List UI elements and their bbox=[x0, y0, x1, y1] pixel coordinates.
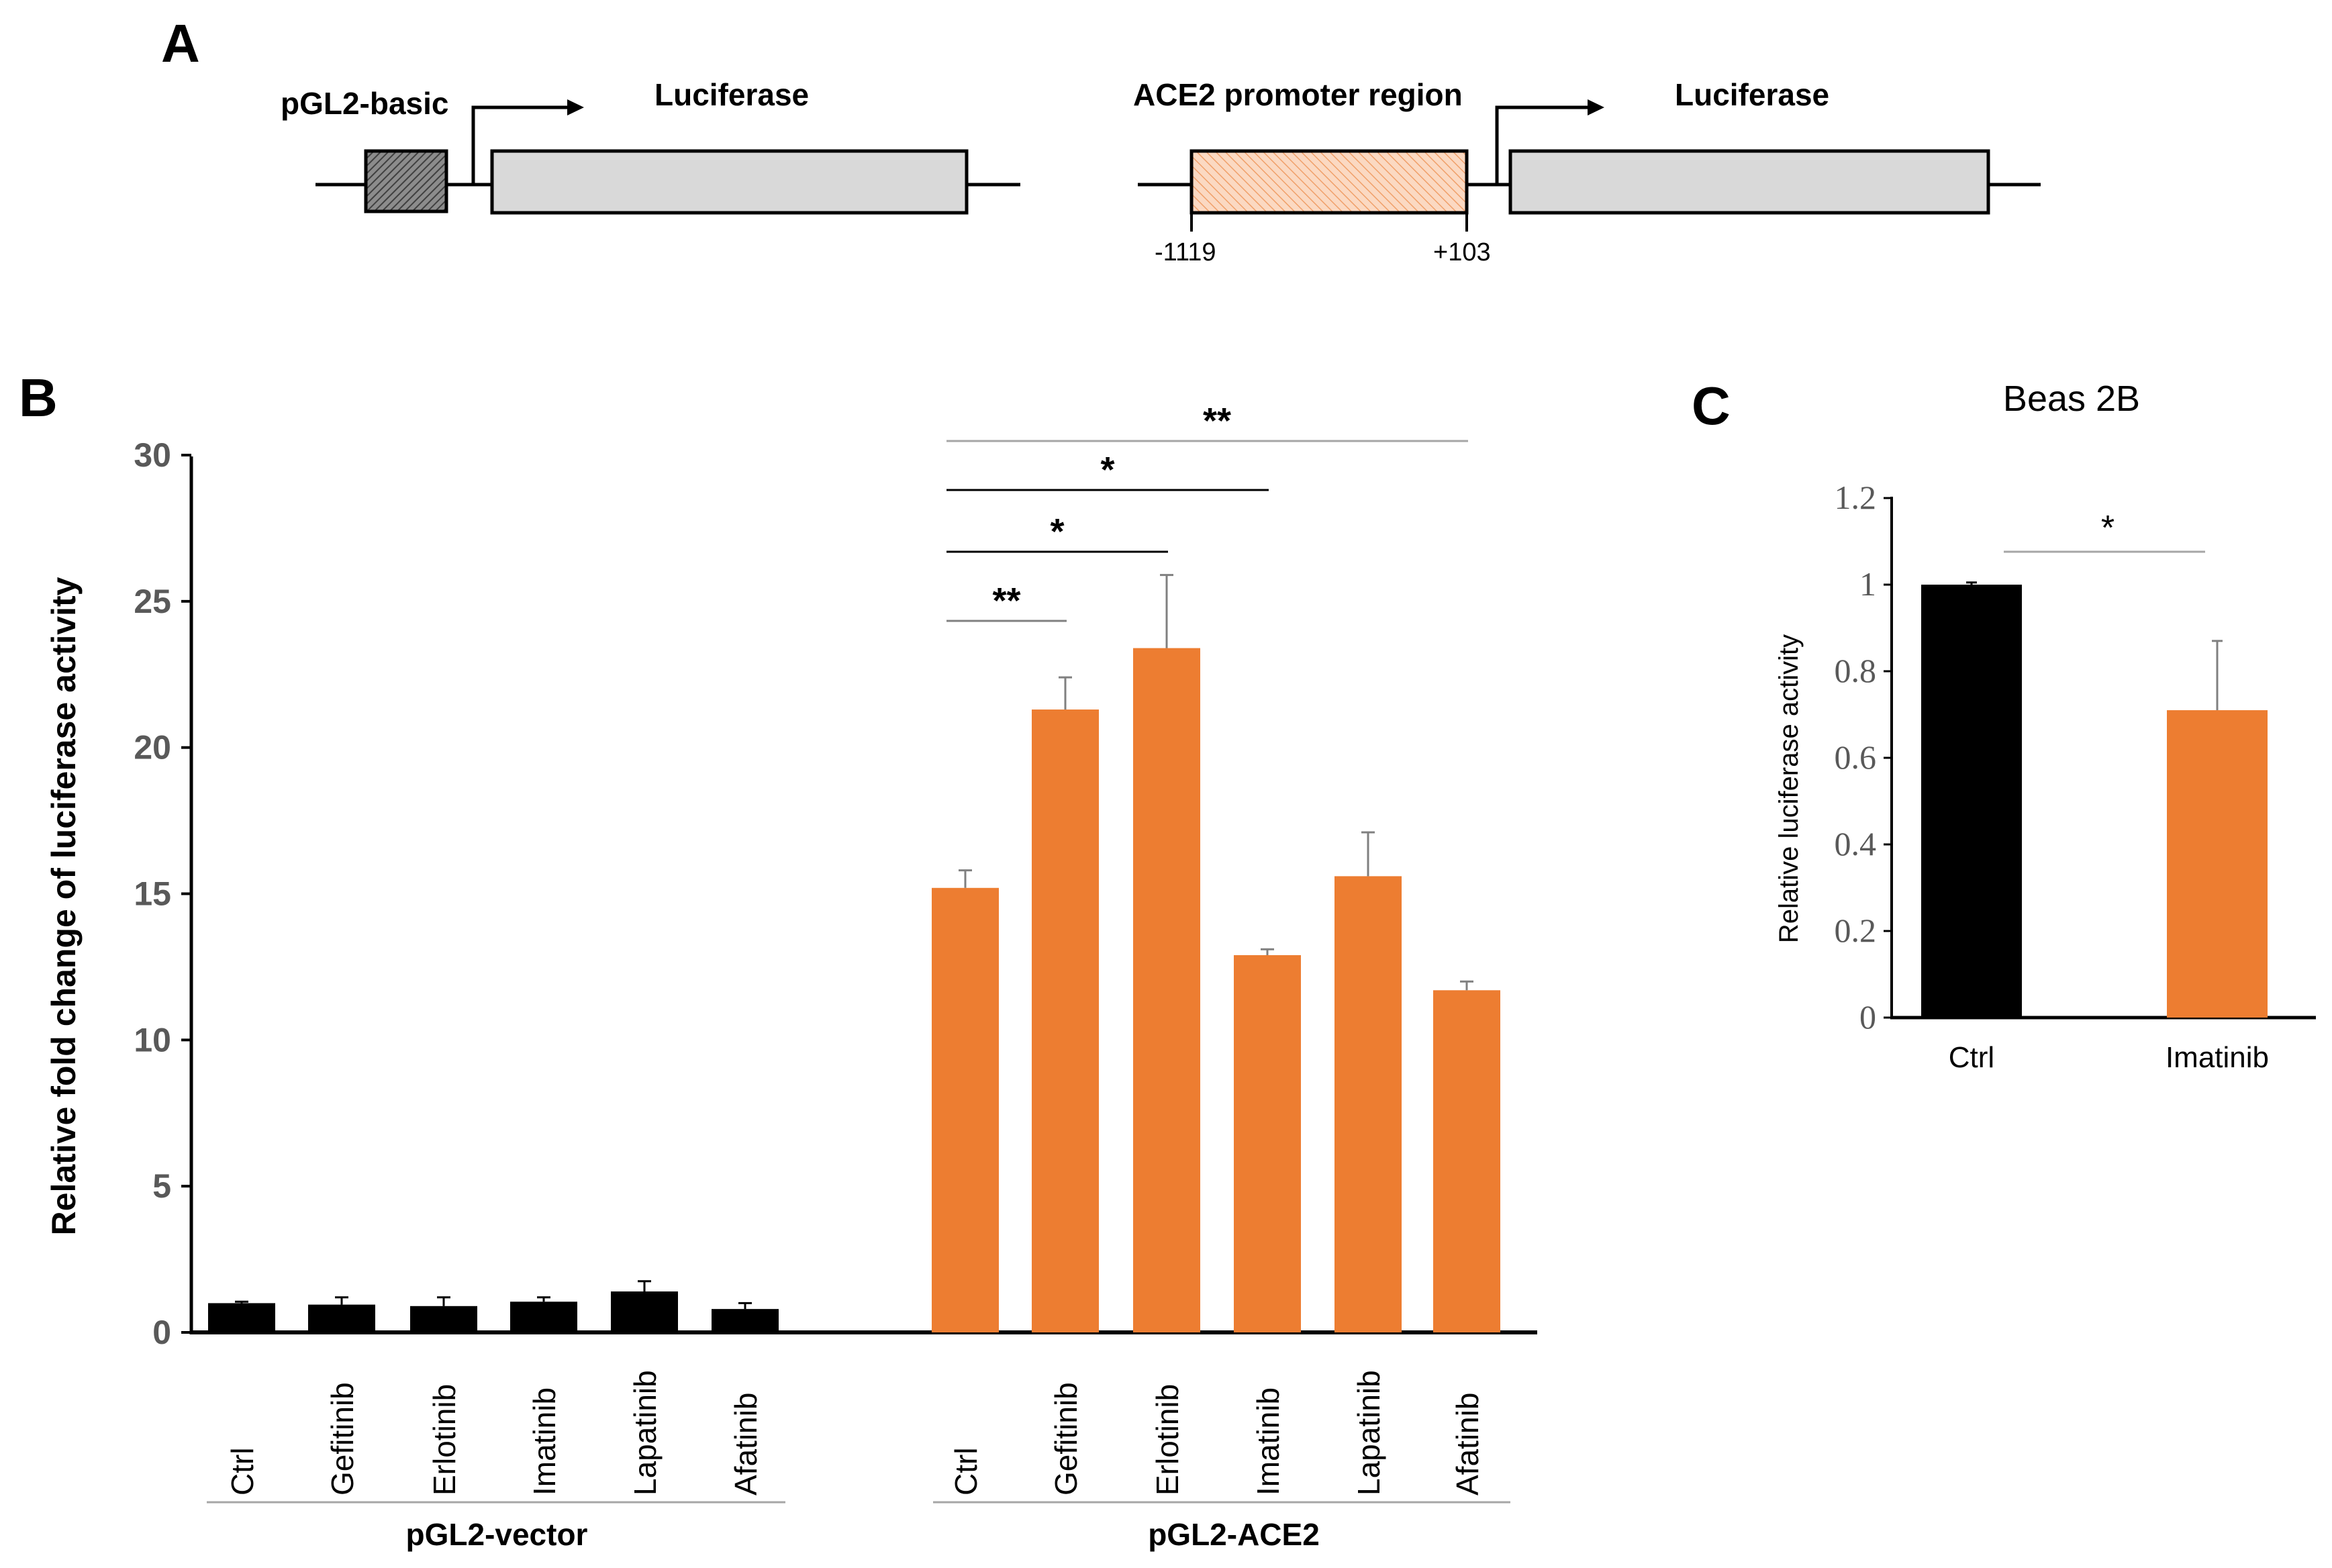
bar-Imatinib bbox=[2167, 710, 2268, 1018]
y-tick-label: 0 bbox=[152, 1314, 171, 1351]
x-label-Imatinib: Imatinib bbox=[527, 1387, 562, 1496]
panel-b-error-bars bbox=[235, 574, 1473, 1310]
panel-c-error-bars bbox=[1966, 581, 2223, 711]
panel-c-significance: * bbox=[2004, 509, 2205, 553]
panel-a: A pGL2-basic Luciferase ACE2 promoter re… bbox=[161, 13, 2041, 266]
bar-pGL2-vector-Imatinib bbox=[510, 1302, 577, 1332]
panel-c-bars bbox=[1921, 585, 2268, 1018]
panel-c-x-labels: Ctrl Imatinib bbox=[1949, 1041, 2269, 1074]
y-tick-label: 25 bbox=[134, 583, 171, 620]
y-tick-label: 10 bbox=[134, 1021, 171, 1059]
significance-stars: * bbox=[1050, 511, 1064, 552]
x-label-Gefitinib: Gefitinib bbox=[1049, 1382, 1083, 1496]
y-tick-label: 15 bbox=[134, 875, 171, 913]
panel-b-y-ticks: 0 5 10 15 20 25 30 bbox=[134, 436, 191, 1351]
x-label-Afatinib: Afatinib bbox=[728, 1393, 763, 1496]
y-tick-label: 0.6 bbox=[1835, 738, 1877, 776]
significance-stars: ** bbox=[1203, 401, 1231, 441]
right-promoter-label: ACE2 promoter region bbox=[1133, 77, 1463, 112]
bar-pGL2-ACE2-Afatinib bbox=[1433, 990, 1500, 1332]
bar-pGL2-vector-Erlotinib bbox=[410, 1306, 477, 1332]
y-tick-label: 0.4 bbox=[1835, 825, 1877, 863]
bar-pGL2-ACE2-Erlotinib bbox=[1133, 648, 1200, 1332]
panel-a-label: A bbox=[161, 13, 200, 73]
significance-stars: ** bbox=[992, 581, 1020, 621]
x-label-Imatinib: Imatinib bbox=[2166, 1041, 2269, 1074]
bar-pGL2-ACE2-Lapatinib bbox=[1334, 876, 1402, 1332]
panel-c-label: C bbox=[1692, 376, 1731, 436]
left-luciferase-box bbox=[490, 149, 969, 215]
significance-stars: * bbox=[2101, 509, 2115, 548]
panel-b-label: B bbox=[19, 368, 58, 428]
panel-c-title: Beas 2B bbox=[2003, 379, 2140, 419]
x-label-Lapatinib: Lapatinib bbox=[628, 1370, 663, 1496]
bar-pGL2-vector-Ctrl bbox=[208, 1303, 275, 1332]
x-label-Erlotinib: Erlotinib bbox=[427, 1384, 462, 1496]
left-gene-label: Luciferase bbox=[654, 77, 809, 112]
end-position-label: +103 bbox=[1433, 238, 1491, 266]
panel-b-x-labels: Ctrl Gefitinib Erlotinib Imatinib Lapatinib A… bbox=[225, 1370, 1485, 1496]
group-label-vector: pGL2-vector bbox=[406, 1517, 588, 1552]
right-gene-label: Luciferase bbox=[1675, 77, 1829, 112]
significance-stars: * bbox=[1100, 450, 1114, 490]
y-tick-label: 20 bbox=[134, 729, 171, 767]
y-tick-label: 0 bbox=[1859, 998, 1876, 1036]
start-position-label: -1119 bbox=[1155, 238, 1216, 266]
right-arrowhead bbox=[1588, 99, 1604, 115]
y-tick-label: 1.2 bbox=[1835, 479, 1877, 516]
y-tick-label: 0.2 bbox=[1835, 912, 1877, 949]
left-arrowhead bbox=[567, 99, 584, 115]
panel-b: B Relative fold change of luciferase act… bbox=[19, 368, 1537, 1552]
pgl2-basic-box bbox=[364, 149, 448, 213]
bar-pGL2-vector-Afatinib bbox=[712, 1309, 779, 1332]
x-label-Afatinib: Afatinib bbox=[1450, 1393, 1485, 1496]
panel-c-y-axis-title: Relative luciferase activity bbox=[1774, 634, 1804, 943]
y-tick-label: 30 bbox=[134, 436, 171, 474]
x-label-Lapatinib: Lapatinib bbox=[1351, 1370, 1386, 1496]
ace2-promoter-box bbox=[1189, 149, 1469, 215]
right-luciferase-box bbox=[1508, 149, 1990, 215]
panel-b-y-axis-title: Relative fold change of luciferase activ… bbox=[45, 577, 83, 1235]
right-transcription-arrow bbox=[1495, 105, 1588, 185]
x-label-Ctrl: Ctrl bbox=[225, 1447, 260, 1496]
left-vector-label: pGL2-basic bbox=[281, 86, 449, 121]
group-label-ace2: pGL2-ACE2 bbox=[1148, 1517, 1320, 1552]
panel-c-y-ticks: 0 0.2 0.4 0.6 0.8 1 1.2 bbox=[1835, 479, 1892, 1036]
x-label-Ctrl: Ctrl bbox=[949, 1447, 983, 1496]
bar-pGL2-ACE2-Imatinib bbox=[1234, 954, 1301, 1332]
y-tick-label: 0.8 bbox=[1835, 652, 1877, 689]
y-tick-label: 1 bbox=[1859, 565, 1876, 603]
right-construct: ACE2 promoter region Luciferase -1119 +1… bbox=[1133, 77, 2041, 266]
bar-pGL2-ACE2-Gefitinib bbox=[1032, 709, 1099, 1332]
panel-c: C Beas 2B Relative luciferase activity 0… bbox=[1692, 376, 2316, 1074]
panel-b-significance: ****** bbox=[946, 401, 1468, 622]
x-label-Imatinib: Imatinib bbox=[1251, 1387, 1285, 1496]
bar-pGL2-ACE2-Ctrl bbox=[932, 887, 999, 1332]
y-tick-label: 5 bbox=[152, 1167, 171, 1205]
bar-Ctrl bbox=[1921, 585, 2022, 1018]
bar-pGL2-vector-Lapatinib bbox=[611, 1291, 678, 1332]
left-construct: pGL2-basic Luciferase bbox=[281, 77, 1020, 215]
x-label-Gefitinib: Gefitinib bbox=[325, 1382, 360, 1496]
panel-b-bars bbox=[208, 648, 1500, 1332]
x-label-Ctrl: Ctrl bbox=[1949, 1041, 1994, 1074]
left-transcription-arrow bbox=[471, 105, 567, 185]
bar-pGL2-vector-Gefitinib bbox=[308, 1304, 375, 1332]
x-label-Erlotinib: Erlotinib bbox=[1150, 1384, 1185, 1496]
